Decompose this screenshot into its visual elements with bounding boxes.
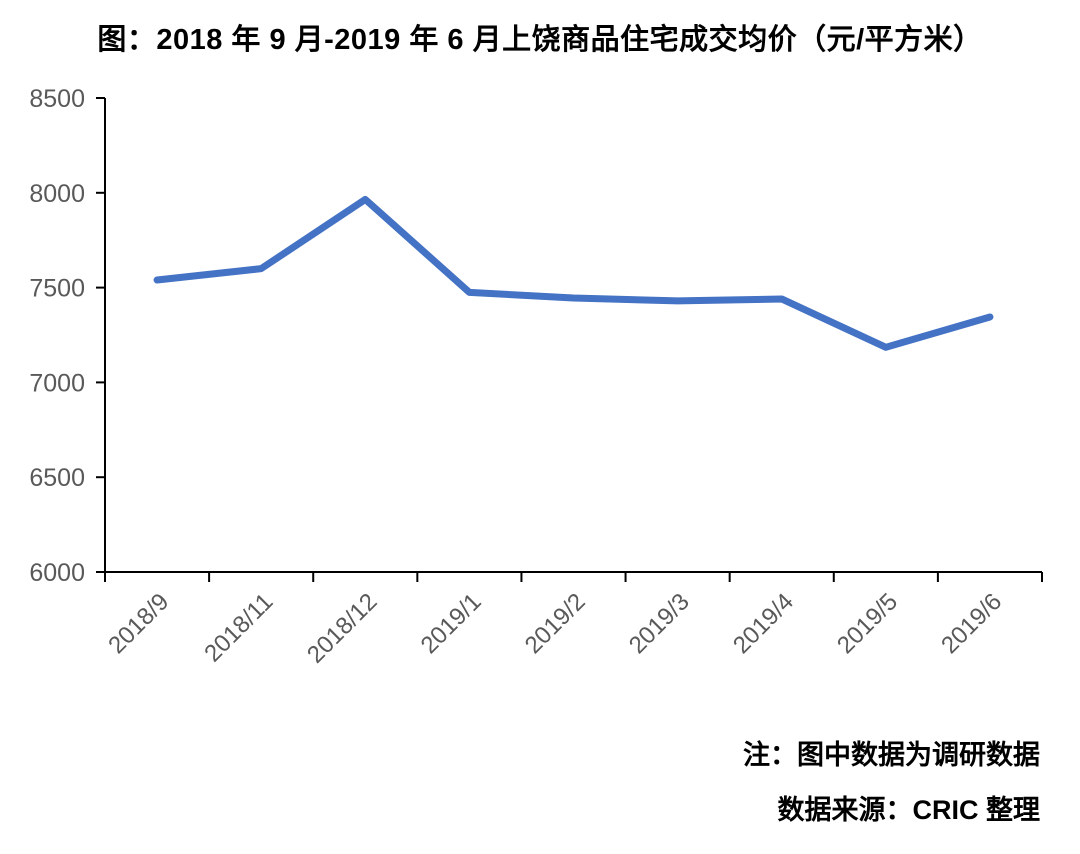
x-axis-label: 2019/2 bbox=[520, 588, 591, 659]
price-line-series bbox=[153, 195, 994, 351]
y-axis-label: 8000 bbox=[29, 180, 85, 208]
x-axis-label: 2019/1 bbox=[416, 588, 487, 659]
x-axis-label: 2018/9 bbox=[103, 588, 174, 659]
y-axis-label: 6500 bbox=[29, 464, 85, 492]
y-axis-label: 6000 bbox=[29, 559, 85, 587]
y-axis-label: 8500 bbox=[29, 85, 85, 113]
x-axis-label: 2019/3 bbox=[624, 588, 695, 659]
note-source-disclaimer: 注：图中数据为调研数据 bbox=[743, 740, 1040, 770]
x-axis-label: 2019/5 bbox=[832, 588, 903, 659]
y-axis-label: 7000 bbox=[29, 369, 85, 397]
chart-notes: 注：图中数据为调研数据 数据来源：CRIC 整理 bbox=[140, 728, 1040, 839]
x-axis-label: 2019/6 bbox=[936, 588, 1007, 659]
x-axis-label: 2018/11 bbox=[199, 588, 278, 667]
x-axis-label: 2018/12 bbox=[302, 588, 382, 668]
chart-title: 图：2018 年 9 月-2019 年 6 月上饶商品住宅成交均价（元/平方米） bbox=[97, 24, 983, 56]
x-axis-label: 2019/4 bbox=[728, 588, 799, 659]
y-axis-label: 7500 bbox=[29, 275, 85, 303]
note-data-source: 数据来源：CRIC 整理 bbox=[777, 795, 1041, 826]
